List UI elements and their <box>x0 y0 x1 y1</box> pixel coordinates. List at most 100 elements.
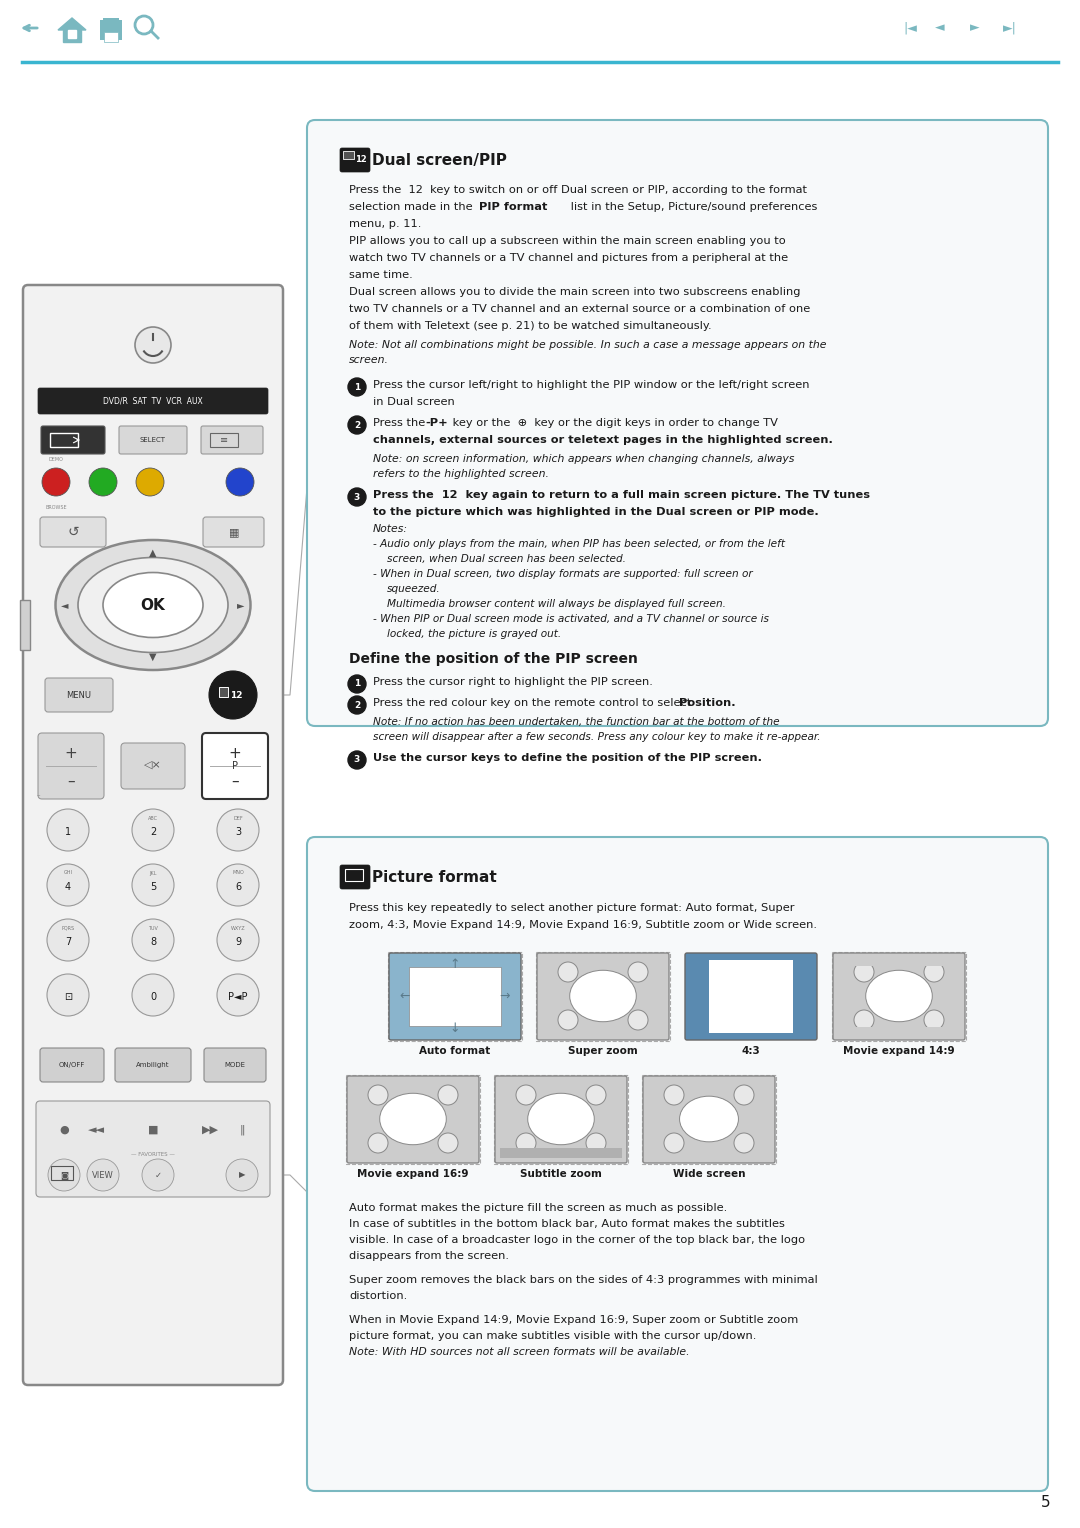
Text: PIP allows you to call up a subscreen within the main screen enabling you to: PIP allows you to call up a subscreen wi… <box>349 235 786 246</box>
Circle shape <box>368 1132 388 1154</box>
Ellipse shape <box>380 1093 446 1144</box>
Text: Position.: Position. <box>679 698 735 707</box>
Text: →: → <box>500 990 510 1002</box>
Text: OK: OK <box>140 597 165 613</box>
Text: Dual screen/PIP: Dual screen/PIP <box>372 153 507 168</box>
Text: ►: ► <box>970 21 980 35</box>
Text: watch two TV channels or a TV channel and pictures from a peripheral at the: watch two TV channels or a TV channel an… <box>349 254 788 263</box>
Bar <box>100 20 122 40</box>
Circle shape <box>132 973 174 1016</box>
Text: 1: 1 <box>354 680 360 689</box>
Text: 2: 2 <box>354 700 360 709</box>
Circle shape <box>924 1010 944 1030</box>
Text: ▶: ▶ <box>239 1170 245 1180</box>
Circle shape <box>586 1132 606 1154</box>
Text: ◙: ◙ <box>59 1170 68 1180</box>
FancyBboxPatch shape <box>23 286 283 1384</box>
Circle shape <box>210 671 257 720</box>
Ellipse shape <box>78 558 228 652</box>
Bar <box>68 31 76 38</box>
Text: 4: 4 <box>65 882 71 892</box>
Text: 3: 3 <box>354 755 360 764</box>
Text: Press the  12  key again to return to a full main screen picture. The TV tunes: Press the 12 key again to return to a fu… <box>373 490 870 500</box>
Circle shape <box>132 863 174 906</box>
Text: 1: 1 <box>354 382 360 391</box>
Text: distortion.: distortion. <box>349 1291 407 1300</box>
Circle shape <box>348 695 366 714</box>
FancyBboxPatch shape <box>38 388 268 414</box>
Text: ▦: ▦ <box>229 527 240 536</box>
Text: +: + <box>65 746 78 761</box>
Text: DEF: DEF <box>233 816 243 821</box>
Text: visible. In case of a broadcaster logo in the corner of the top black bar, the l: visible. In case of a broadcaster logo i… <box>349 1235 805 1245</box>
Text: squeezed.: squeezed. <box>387 584 441 594</box>
Text: key or the  ⊕  key or the digit keys in order to change TV: key or the ⊕ key or the digit keys in or… <box>449 419 778 428</box>
FancyBboxPatch shape <box>833 953 966 1041</box>
Bar <box>642 1076 777 1164</box>
Circle shape <box>48 1160 80 1190</box>
Text: disappears from the screen.: disappears from the screen. <box>349 1251 509 1261</box>
Text: ON/OFF: ON/OFF <box>58 1062 85 1068</box>
Text: Press this key repeatedly to select another picture format: Auto format, Super: Press this key repeatedly to select anot… <box>349 903 795 914</box>
Circle shape <box>586 1085 606 1105</box>
Text: 5: 5 <box>150 882 157 892</box>
Text: Ambilight: Ambilight <box>136 1062 170 1068</box>
Text: of them with Teletext (see p. 21) to be watched simultaneously.: of them with Teletext (see p. 21) to be … <box>349 321 712 332</box>
Bar <box>21 601 30 649</box>
Text: ≡: ≡ <box>220 435 228 445</box>
Text: Press the  12  key to switch on or off Dual screen or PIP, according to the form: Press the 12 key to switch on or off Dua… <box>349 185 807 196</box>
Text: ►|: ►| <box>1003 21 1017 35</box>
Text: ◄: ◄ <box>935 21 945 35</box>
Text: refers to the highlighted screen.: refers to the highlighted screen. <box>373 469 549 478</box>
Circle shape <box>48 918 89 961</box>
Circle shape <box>627 963 648 983</box>
Circle shape <box>348 377 366 396</box>
Text: zoom, 4:3, Movie Expand 14:9, Movie Expand 16:9, Subtitle zoom or Wide screen.: zoom, 4:3, Movie Expand 14:9, Movie Expa… <box>349 920 816 931</box>
Text: ▲: ▲ <box>149 549 157 558</box>
Circle shape <box>664 1085 684 1105</box>
Text: ⊡: ⊡ <box>64 992 72 1002</box>
Text: P: P <box>232 761 238 772</box>
FancyBboxPatch shape <box>38 733 104 799</box>
Text: MENU: MENU <box>67 691 92 700</box>
FancyBboxPatch shape <box>495 1076 627 1163</box>
Text: Super zoom: Super zoom <box>568 1047 638 1056</box>
Text: ↓: ↓ <box>449 1022 460 1034</box>
FancyBboxPatch shape <box>347 1076 480 1163</box>
FancyBboxPatch shape <box>202 733 268 799</box>
Circle shape <box>348 675 366 694</box>
Ellipse shape <box>103 573 203 637</box>
FancyBboxPatch shape <box>340 865 370 889</box>
Ellipse shape <box>528 1093 594 1144</box>
Bar <box>50 432 78 448</box>
Text: 12: 12 <box>355 156 367 165</box>
Text: Press the cursor left/right to highlight the PIP window or the left/right screen: Press the cursor left/right to highlight… <box>373 380 810 390</box>
Text: GHI: GHI <box>64 871 72 876</box>
FancyBboxPatch shape <box>36 1102 270 1196</box>
Text: 0: 0 <box>150 992 157 1002</box>
Bar <box>210 432 238 448</box>
Circle shape <box>132 808 174 851</box>
Text: -P+: -P+ <box>426 419 448 428</box>
Text: ↑: ↑ <box>449 958 460 970</box>
FancyBboxPatch shape <box>204 1048 266 1082</box>
Circle shape <box>348 750 366 769</box>
FancyBboxPatch shape <box>643 1076 775 1163</box>
Text: +: + <box>229 746 241 761</box>
Ellipse shape <box>866 970 932 1022</box>
Text: 3: 3 <box>235 827 241 837</box>
Text: same time.: same time. <box>349 270 413 280</box>
Circle shape <box>48 973 89 1016</box>
Text: Note: With HD sources not all screen formats will be available.: Note: With HD sources not all screen for… <box>349 1348 690 1357</box>
Text: Super zoom removes the black bars on the sides of 4:3 programmes with minimal: Super zoom removes the black bars on the… <box>349 1274 818 1285</box>
Text: Dual screen allows you to divide the main screen into two subscreens enabling: Dual screen allows you to divide the mai… <box>349 287 800 296</box>
Circle shape <box>217 808 259 851</box>
Text: ←: ← <box>400 990 410 1002</box>
Text: BROWSE: BROWSE <box>45 504 67 510</box>
Circle shape <box>924 963 944 983</box>
Circle shape <box>664 1132 684 1154</box>
Bar <box>388 952 522 1041</box>
Text: ●: ● <box>59 1125 69 1135</box>
Text: Define the position of the PIP screen: Define the position of the PIP screen <box>349 652 638 666</box>
FancyBboxPatch shape <box>45 678 113 712</box>
